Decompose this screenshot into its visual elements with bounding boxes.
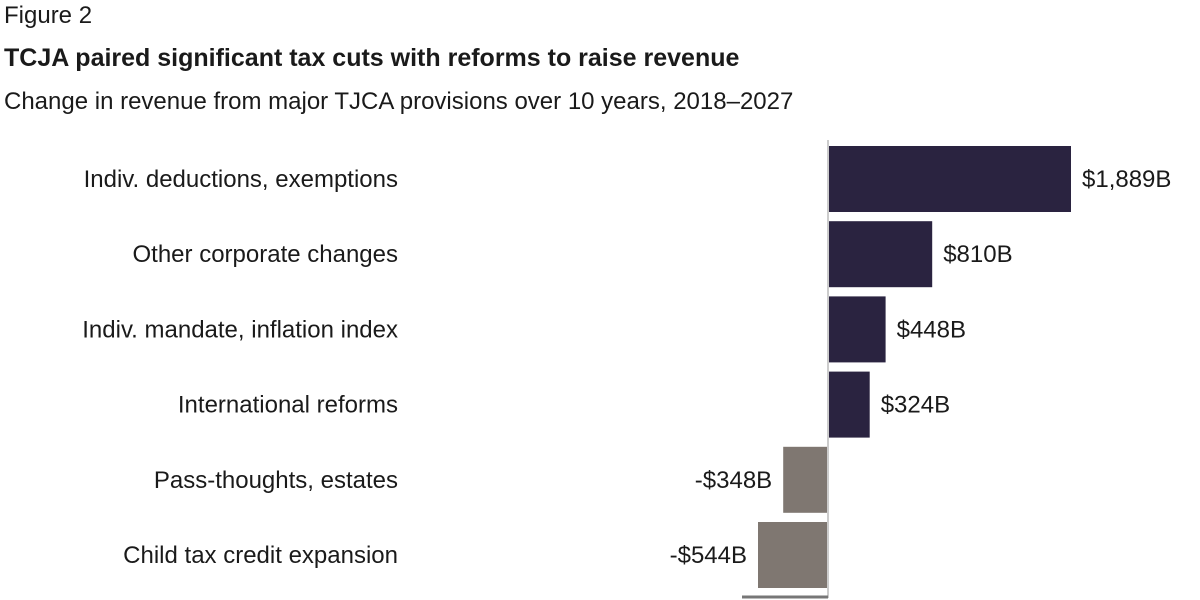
category-label-2: Indiv. mandate, inflation index <box>82 316 398 343</box>
category-label-4: Pass-thoughts, estates <box>154 467 398 494</box>
bar-4 <box>783 446 828 513</box>
value-label-4: -$348B <box>695 467 772 494</box>
category-label-3: International reforms <box>178 392 398 419</box>
value-label-2: $448B <box>897 316 966 343</box>
bar-0 <box>828 146 1071 212</box>
bar-5 <box>758 522 828 588</box>
value-label-3: $324B <box>881 392 950 419</box>
bar-1 <box>828 221 933 288</box>
value-label-0: $1,889B <box>1082 166 1171 193</box>
category-label-0: Indiv. deductions, exemptions <box>84 166 398 193</box>
chart-title: TCJA paired significant tax cuts with re… <box>4 44 740 72</box>
category-label-5: Child tax credit expansion <box>123 542 398 569</box>
figure-label: Figure 2 <box>4 2 93 29</box>
value-label-1: $810B <box>943 241 1012 268</box>
bar-2 <box>828 296 886 363</box>
category-label-1: Other corporate changes <box>133 241 399 268</box>
value-label-5: -$544B <box>670 542 747 569</box>
bar-3 <box>828 371 870 438</box>
chart-subtitle: Change in revenue from major TJCA provis… <box>4 88 794 115</box>
